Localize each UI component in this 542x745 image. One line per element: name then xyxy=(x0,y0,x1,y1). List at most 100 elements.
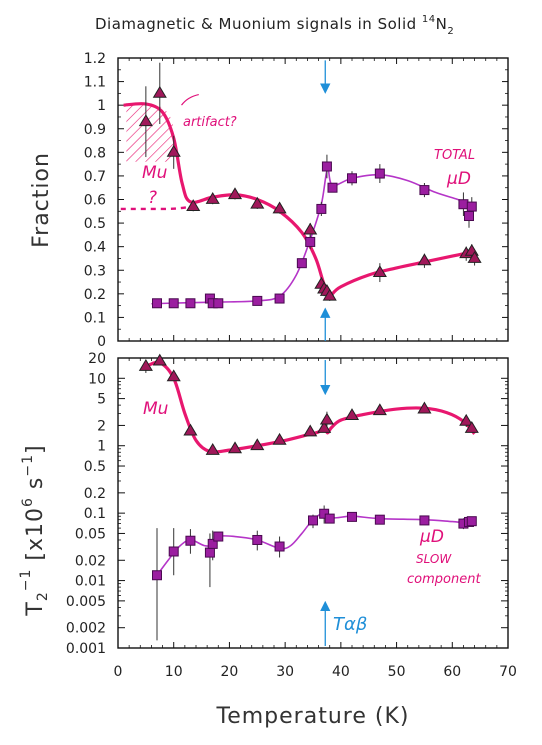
mud-square-marker xyxy=(419,515,430,526)
annotations: artifact? Mu ? TOTAL μD Mu μD SLOW compo… xyxy=(142,115,481,635)
title-sub: 2 xyxy=(447,26,454,37)
title-main: Diamagnetic & Muonium signals in Solid xyxy=(95,15,422,33)
mu-triangle-marker xyxy=(322,288,337,301)
title-sup: 14 xyxy=(422,14,436,25)
top-x-ticks xyxy=(117,58,509,341)
top-curves xyxy=(123,102,475,305)
mu-fit-curve-high-t xyxy=(330,249,475,297)
mud-square-marker xyxy=(152,298,162,309)
top-y-ticks: 0 0.1 0.2 0.3 0.4 0.5 0.6 0.7 0.8 0.9 1 1.1 1.2 xyxy=(84,51,508,350)
top-panel: 0 0.1 0.2 0.3 0.4 0.5 0.6 0.7 0.8 0.9 1 1.1 1.2 Frac… xyxy=(29,51,509,350)
y-tick-label: 1.2 xyxy=(84,51,106,67)
y-tick-label: 0.9 xyxy=(84,122,106,138)
x-tick-label: 10 xyxy=(165,664,183,680)
y-tick-label: 1.1 xyxy=(84,75,106,91)
x-tick-label: 70 xyxy=(499,664,517,680)
mu-triangle-marker xyxy=(186,199,201,211)
y-tick-label: 0.2 xyxy=(84,287,106,303)
y-tick-label: 0.01 xyxy=(75,574,106,590)
bottom-markers xyxy=(138,353,479,581)
y-tick-label: 0.02 xyxy=(75,553,106,569)
mud-square-marker xyxy=(252,534,263,545)
y-tick-label: 0.4 xyxy=(84,240,106,256)
mu-triangle-marker xyxy=(183,423,198,436)
mud-square-marker xyxy=(185,298,196,309)
annotation-artifact: artifact? xyxy=(183,115,237,130)
chart-title: Diamagnetic & Muonium signals in Solid 1… xyxy=(95,14,454,37)
mud-square-marker xyxy=(327,182,338,193)
annotation-mud-bottom: μD xyxy=(419,527,444,547)
y-tick-label: 0.5 xyxy=(84,216,106,232)
bottom-plot-frame xyxy=(117,357,509,649)
x-tick-label: 40 xyxy=(332,664,350,680)
y-tick-label: 10 xyxy=(88,371,106,387)
mu-triangle-marker xyxy=(227,187,243,200)
mu-triangle-marker xyxy=(459,413,474,426)
mu-triangle-marker xyxy=(152,353,167,366)
mu-triangle-marker xyxy=(250,438,265,451)
x-tick-label: 20 xyxy=(221,664,239,680)
y-tick-label: 0.001 xyxy=(66,641,106,657)
y-tick-label: 5 xyxy=(97,392,106,408)
annotation-t-alpha-beta: Tαβ xyxy=(333,614,367,635)
mud-square-marker xyxy=(274,541,285,552)
mu-triangle-marker xyxy=(152,85,167,98)
x-tick-label: 50 xyxy=(388,664,406,680)
mud-square-marker xyxy=(316,203,327,214)
y-tick-label: 0.1 xyxy=(84,310,106,326)
mu-triangle-marker xyxy=(227,441,243,454)
y-axis-label-fraction: Fraction xyxy=(29,152,54,248)
y-tick-label: 0 xyxy=(97,334,106,350)
annotation-total: TOTAL xyxy=(434,148,475,163)
mu-triangle-marker xyxy=(166,144,181,157)
y-axis-label-relaxation-rate: T2−1 [x106 s−1] xyxy=(18,444,51,616)
mu-triangle-marker xyxy=(272,432,287,445)
mu-triangle-marker xyxy=(344,408,360,420)
mud-square-marker xyxy=(374,514,385,525)
mu-triangle-marker xyxy=(205,192,220,204)
y-tick-label: 0.05 xyxy=(75,526,106,542)
mud-square-marker xyxy=(207,538,218,549)
mud-square-marker xyxy=(296,258,307,269)
mu-triangle-marker xyxy=(205,443,220,455)
y-tick-label: 0.6 xyxy=(84,193,106,209)
bottom-x-ticks: 0 10 20 30 40 50 60 70 xyxy=(114,358,517,680)
mud-square-marker xyxy=(374,168,385,179)
bottom-panel: 0 10 20 30 40 50 60 70 0.0010.0020.0050.010.020… xyxy=(18,351,517,680)
title-n: N xyxy=(436,15,448,33)
mud-square-marker xyxy=(213,298,224,309)
mu-triangle-marker xyxy=(303,222,318,235)
y-tick-label: 0.5 xyxy=(84,459,106,475)
mud-square-marker xyxy=(185,535,196,546)
mu-triangle-marker xyxy=(417,401,432,414)
mud-square-marker xyxy=(152,570,162,581)
y-tick-label: 0.7 xyxy=(84,169,106,185)
x-tick-label: 0 xyxy=(114,664,123,680)
mud-square-marker xyxy=(252,295,263,306)
y-tick-label: 0.1 xyxy=(84,506,106,522)
mud-square-marker xyxy=(466,516,477,527)
mu-triangle-marker xyxy=(319,412,334,425)
mud-square-marker xyxy=(213,531,224,542)
mu-triangle-marker xyxy=(166,369,181,382)
mud-square-marker xyxy=(324,513,335,524)
bottom-y-ticks: 0.001 0.002 0.005 0.01 0.02 0.05 0.1 0.2 0.5 1 2 5 1… xyxy=(66,351,508,657)
annotation-component: component xyxy=(407,572,481,587)
mu-triangle-marker xyxy=(317,421,332,433)
mu-triangle-marker xyxy=(464,421,479,433)
mud-square-marker xyxy=(308,515,318,526)
annotation-mu-bottom: Mu xyxy=(143,399,169,419)
hatched-region xyxy=(126,105,174,162)
y-tick-label: 1 xyxy=(97,98,106,114)
mu-triangle-marker xyxy=(467,250,482,263)
mud-square-marker xyxy=(321,161,332,172)
mud-square-marker xyxy=(204,547,215,558)
y-tick-label: 0.005 xyxy=(66,594,106,610)
mu-fit-curve xyxy=(123,102,333,296)
mud-square-marker xyxy=(168,298,179,309)
mud-square-marker xyxy=(466,201,477,212)
annotation-mud-top: μD xyxy=(446,169,471,189)
mud-square-marker xyxy=(464,211,474,222)
mud-square-marker xyxy=(419,185,430,196)
